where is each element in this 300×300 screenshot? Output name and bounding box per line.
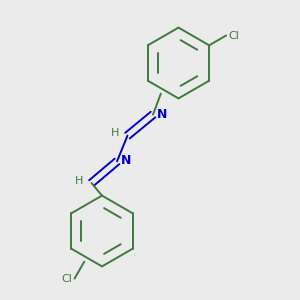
Text: Cl: Cl — [61, 274, 72, 284]
Text: H: H — [75, 176, 83, 186]
Text: H: H — [111, 128, 119, 138]
Text: N: N — [121, 154, 132, 167]
Text: Cl: Cl — [228, 31, 239, 40]
Text: N: N — [157, 107, 168, 121]
